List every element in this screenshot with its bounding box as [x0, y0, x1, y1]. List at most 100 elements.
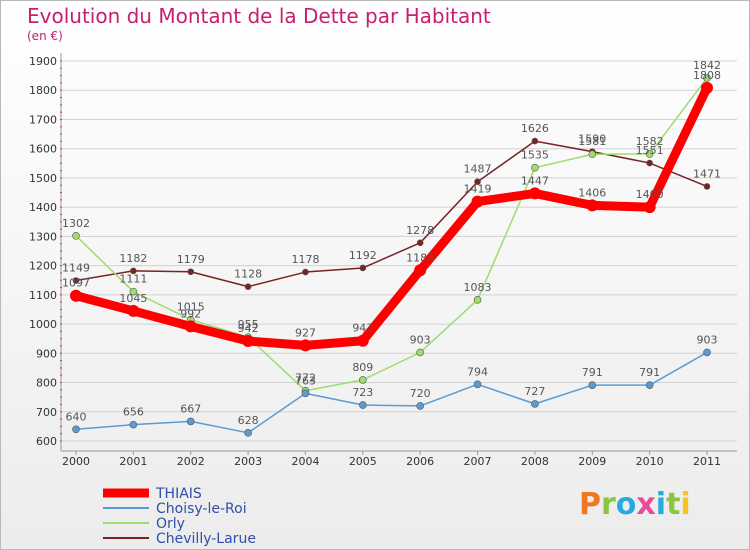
data-label-chevilly-larue: 1278 — [406, 224, 434, 237]
data-label-thiais: 1045 — [119, 292, 147, 305]
data-point-choisy-le-roi — [359, 401, 367, 409]
data-point-choisy-le-roi — [531, 400, 539, 408]
data-point-choisy-le-roi — [645, 381, 654, 389]
data-label-choisy-le-roi: 656 — [123, 406, 144, 419]
data-point-thiais — [528, 187, 541, 200]
data-point-thiais — [299, 339, 312, 352]
data-point-orly — [72, 232, 80, 240]
data-label-orly: 1015 — [177, 301, 205, 314]
data-point-thiais — [643, 201, 656, 214]
x-tick-label: 2000 — [62, 455, 90, 468]
legend-label-chevilly-larue: Chevilly-Larue — [156, 531, 256, 547]
y-tick-label: 1800 — [29, 84, 57, 97]
x-tick-label: 2001 — [119, 455, 147, 468]
data-point-orly — [416, 348, 424, 357]
data-point-chevilly-larue — [130, 267, 137, 275]
data-label-thiais: 1808 — [693, 69, 721, 82]
data-point-choisy-le-roi — [129, 420, 138, 429]
data-point-thiais — [70, 289, 82, 302]
data-label-choisy-le-roi: 640 — [66, 410, 87, 423]
data-point-choisy-le-roi — [244, 429, 252, 437]
data-label-thiais: 1447 — [521, 174, 549, 187]
y-tick-label: 1000 — [29, 318, 57, 331]
data-label-chevilly-larue: 1128 — [234, 268, 262, 281]
data-label-chevilly-larue: 1471 — [693, 167, 721, 180]
data-point-thiais — [414, 264, 427, 277]
data-label-orly: 1582 — [636, 135, 664, 148]
data-label-thiais: 927 — [295, 326, 316, 339]
y-tick-label: 700 — [36, 406, 57, 419]
data-label-chevilly-larue: 1551 — [636, 144, 664, 157]
data-label-thiais: 1097 — [62, 277, 90, 290]
data-label-chevilly-larue: 1192 — [349, 249, 377, 262]
y-tick-label: 1500 — [29, 172, 57, 185]
y-tick-label: 1200 — [29, 260, 57, 273]
data-label-orly: 1535 — [521, 149, 549, 162]
data-point-thiais — [586, 199, 599, 212]
data-point-choisy-le-roi — [588, 381, 597, 389]
y-tick-label: 1900 — [29, 55, 57, 68]
chart-unit: (en €) — [27, 29, 63, 43]
data-point-orly — [588, 150, 597, 159]
y-tick-label: 1600 — [29, 143, 57, 156]
data-label-orly: 1581 — [578, 135, 606, 148]
data-label-thiais: 1406 — [578, 186, 606, 199]
data-point-chevilly-larue — [359, 264, 367, 272]
logo-letter: x — [636, 487, 656, 522]
series-line-chevilly-larue — [75, 140, 708, 288]
data-label-thiais: 1419 — [464, 183, 492, 196]
data-label-choisy-le-roi: 727 — [524, 385, 545, 398]
data-label-orly: 1842 — [693, 59, 721, 72]
y-tick-label: 1300 — [29, 230, 57, 243]
data-label-choisy-le-roi: 903 — [697, 333, 718, 346]
legend-label-thiais: THIAIS — [155, 486, 202, 502]
series-line-choisy-le-roi — [75, 351, 708, 434]
data-label-choisy-le-roi: 791 — [582, 366, 603, 379]
x-tick-label: 2010 — [636, 455, 664, 468]
y-tick-label: 1700 — [29, 113, 57, 126]
x-tick-label: 2011 — [693, 455, 721, 468]
logo-letter: P — [579, 487, 601, 522]
x-tick-label: 2008 — [521, 455, 549, 468]
data-label-thiais: 943 — [352, 322, 373, 335]
data-label-chevilly-larue: 1149 — [62, 262, 90, 275]
proxiti-logo: Proxiti — [579, 487, 691, 522]
data-point-choisy-le-roi — [186, 417, 195, 426]
data-label-choisy-le-roi: 720 — [410, 387, 431, 400]
data-label-orly: 1302 — [62, 217, 90, 230]
data-label-orly: 809 — [352, 361, 373, 374]
data-point-thiais — [471, 195, 484, 208]
logo-letter: t — [666, 487, 681, 522]
x-tick-label: 2006 — [406, 455, 434, 468]
y-tick-label: 1400 — [29, 201, 57, 214]
data-point-chevilly-larue — [646, 159, 653, 167]
data-point-orly — [473, 296, 482, 304]
data-point-thiais — [242, 335, 255, 348]
legend-label-choisy-le-roi: Choisy-le-Roi — [156, 501, 247, 517]
x-tick-label: 2002 — [177, 455, 205, 468]
y-tick-label: 800 — [36, 377, 57, 390]
data-label-choisy-le-roi: 794 — [467, 365, 488, 378]
data-label-chevilly-larue: 1487 — [464, 163, 492, 176]
data-label-choisy-le-roi: 763 — [295, 374, 316, 387]
logo-letter: o — [615, 487, 637, 522]
data-label-choisy-le-roi: 667 — [180, 402, 201, 415]
data-point-choisy-le-roi — [703, 348, 711, 357]
data-point-chevilly-larue — [72, 277, 80, 284]
data-point-choisy-le-roi — [301, 389, 310, 398]
data-point-orly — [129, 287, 138, 296]
data-point-thiais — [356, 334, 369, 347]
x-tick-label: 2007 — [464, 455, 492, 468]
data-label-thiais: 1400 — [636, 188, 664, 201]
y-tick-label: 900 — [36, 347, 57, 360]
logo-letter: r — [601, 487, 616, 522]
data-label-chevilly-larue: 1179 — [177, 253, 205, 266]
data-label-chevilly-larue: 1182 — [119, 252, 147, 265]
data-point-thiais — [701, 81, 713, 94]
data-point-choisy-le-roi — [473, 380, 482, 389]
data-point-orly — [531, 163, 539, 172]
data-point-orly — [645, 150, 654, 158]
x-tick-label: 2004 — [291, 455, 319, 468]
